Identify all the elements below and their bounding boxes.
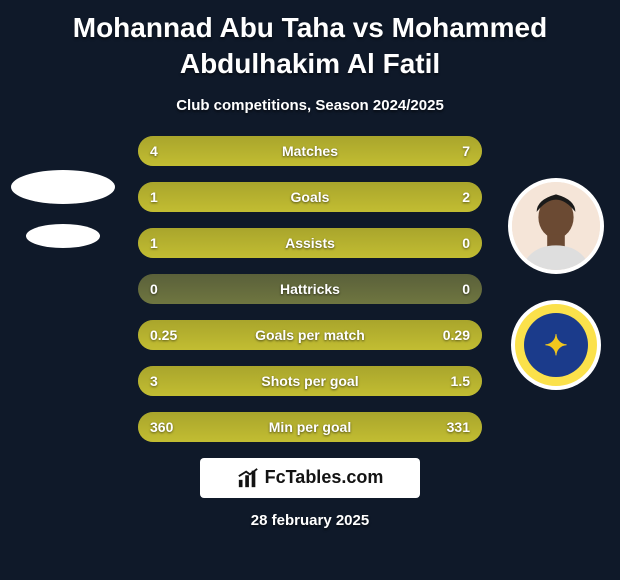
- page-title: Mohannad Abu Taha vs Mohammed Abdulhakim…: [0, 0, 620, 83]
- stat-label: Assists: [138, 228, 482, 258]
- player-right-crest: ✦: [511, 300, 601, 390]
- player-left-crest-placeholder: [26, 224, 100, 248]
- date-text: 28 february 2025: [0, 512, 620, 529]
- stat-label: Shots per goal: [138, 366, 482, 396]
- stat-label: Hattricks: [138, 274, 482, 304]
- stat-label: Goals per match: [138, 320, 482, 350]
- comparison-chart: 47Matches 12Goals 10Assists 00Hattricks 0.25…: [138, 136, 482, 442]
- stat-row: 0.250.29Goals per match: [138, 320, 482, 350]
- stat-label: Matches: [138, 136, 482, 166]
- stat-row: 12Goals: [138, 182, 482, 212]
- stat-row: 00Hattricks: [138, 274, 482, 304]
- brand-text: FcTables.com: [265, 467, 384, 488]
- player-right-photo: [508, 178, 604, 274]
- stat-row: 10Assists: [138, 228, 482, 258]
- stat-label: Min per goal: [138, 412, 482, 442]
- crest-glyph-icon: ✦: [544, 329, 567, 362]
- brand-badge: FcTables.com: [200, 458, 420, 498]
- player-right-column: ✦: [506, 178, 606, 390]
- stat-row: 47Matches: [138, 136, 482, 166]
- stat-label: Goals: [138, 182, 482, 212]
- brand-chart-icon: [237, 467, 259, 489]
- player-left-column: [8, 170, 118, 248]
- subtitle: Club competitions, Season 2024/2025: [0, 97, 620, 114]
- stat-row: 360331Min per goal: [138, 412, 482, 442]
- stat-row: 31.5Shots per goal: [138, 366, 482, 396]
- player-left-photo-placeholder: [11, 170, 115, 204]
- player-silhouette-icon: [512, 182, 600, 270]
